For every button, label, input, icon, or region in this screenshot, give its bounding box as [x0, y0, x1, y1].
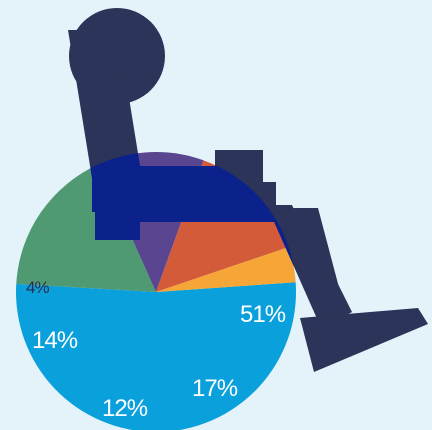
pie-slice-51	[16, 282, 297, 430]
slice-label-17: 17%	[192, 375, 238, 402]
slice-label-14: 14%	[32, 327, 78, 354]
pie-slice-14	[156, 160, 289, 292]
slice-label-12: 12%	[102, 395, 148, 422]
slice-label-4: 4%	[26, 278, 49, 297]
pie-slice-4	[156, 247, 296, 292]
slice-label-51: 51%	[240, 301, 286, 328]
pie-slice-17	[16, 164, 156, 292]
pie-labels: 51% 17% 12% 14% 4%	[26, 278, 287, 422]
